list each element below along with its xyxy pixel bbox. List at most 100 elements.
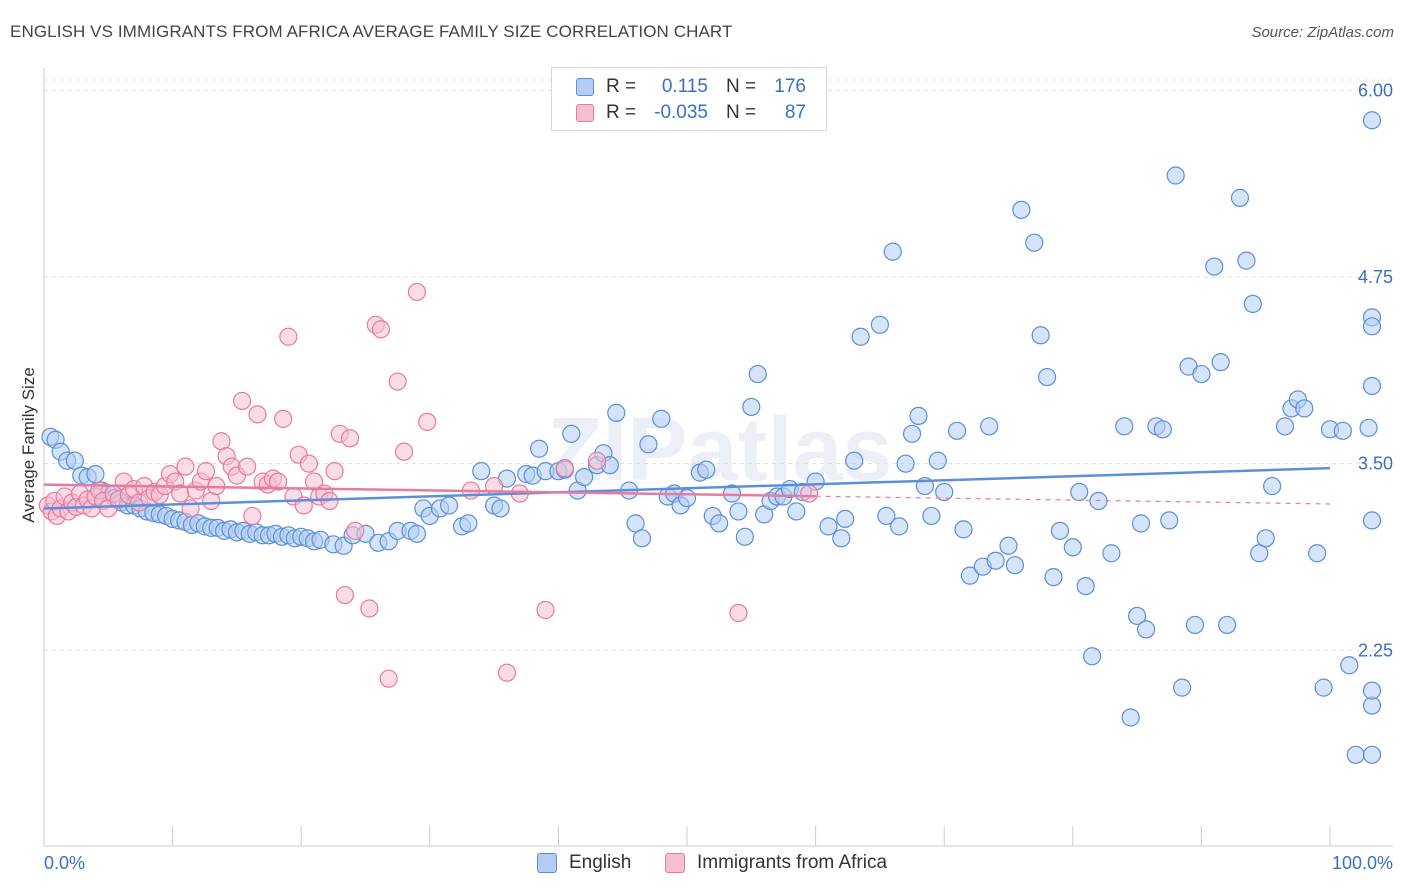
english-point: [1295, 399, 1314, 418]
english-point: [1185, 615, 1205, 635]
english-swatch: [576, 78, 594, 96]
english-point: [1211, 353, 1230, 372]
x-tick-label-max: 100.0%: [1332, 853, 1393, 873]
africa-point: [394, 442, 414, 461]
english-point: [632, 529, 652, 548]
english-point: [729, 502, 748, 521]
english-point: [1362, 111, 1382, 130]
english-point: [1076, 576, 1095, 596]
english-point: [1256, 529, 1275, 548]
series-legend: English Immigrants from Africa: [0, 852, 1406, 878]
english-points: [41, 111, 1382, 764]
english-point: [1362, 511, 1382, 530]
r-label: R =: [606, 102, 637, 123]
english-point: [491, 499, 510, 518]
english-point: [1037, 367, 1057, 387]
n-label: N =: [726, 76, 757, 97]
africa-point: [232, 391, 252, 411]
english-point: [1005, 556, 1025, 575]
r-label: R =: [606, 76, 637, 97]
english-point: [1346, 745, 1365, 764]
english-point: [1012, 200, 1031, 219]
english-point: [832, 529, 851, 548]
english-point: [902, 424, 922, 443]
africa-point: [279, 327, 298, 346]
y-tick-label: 6.00: [1358, 80, 1393, 100]
english-point: [947, 421, 967, 440]
english-point: [836, 509, 855, 529]
africa-point: [335, 585, 355, 605]
english-point: [1237, 251, 1256, 270]
africa-point: [729, 603, 748, 623]
africa-point: [268, 472, 288, 491]
axes: [43, 68, 1393, 847]
english-point: [896, 454, 915, 473]
english-point: [883, 242, 902, 261]
english-point: [1218, 615, 1237, 635]
english-point: [677, 488, 697, 508]
english-point: [1127, 606, 1147, 626]
africa-point: [176, 457, 195, 476]
english-point: [877, 506, 896, 526]
english-point: [999, 536, 1018, 555]
english-swatch: [537, 853, 557, 873]
english-point: [530, 439, 549, 458]
english-point: [710, 514, 729, 533]
n-value: 87: [784, 102, 806, 123]
africa-point: [243, 506, 262, 526]
africa-point: [497, 663, 517, 682]
africa-point: [340, 429, 360, 448]
africa-point: [196, 462, 216, 481]
english-point: [1275, 417, 1295, 436]
english-point: [86, 465, 105, 484]
africa-swatch: [665, 853, 685, 873]
english-point: [697, 460, 716, 479]
africa-point: [238, 457, 257, 476]
y-tick-label: 4.75: [1358, 267, 1393, 287]
english-point: [1044, 568, 1063, 587]
stats-row-english: R = 0.115 N = 176: [576, 75, 806, 99]
english-point: [1243, 294, 1262, 314]
africa-trend-line: [43, 483, 816, 498]
english-point: [1160, 511, 1179, 530]
africa-point: [379, 669, 398, 688]
legend-item-africa[interactable]: Immigrants from Africa: [665, 852, 887, 874]
english-point: [1362, 317, 1382, 336]
english-point: [748, 364, 767, 384]
english-point: [851, 327, 870, 346]
y-tick-label: 3.50: [1358, 454, 1393, 474]
africa-point: [800, 484, 819, 503]
english-point: [1050, 521, 1070, 540]
english-point: [1230, 188, 1250, 207]
english-point: [407, 524, 427, 543]
english-point: [845, 451, 864, 470]
english-point: [870, 315, 890, 334]
africa-point: [360, 599, 379, 618]
english-point: [1308, 544, 1327, 563]
africa-point: [299, 454, 319, 473]
y-tick-label: 2.25: [1358, 640, 1393, 660]
english-point: [1115, 417, 1134, 436]
r-value: 0.115: [661, 76, 708, 97]
english-point: [722, 484, 742, 503]
english-point: [909, 406, 928, 425]
english-point: [735, 527, 754, 546]
english-point: [1031, 326, 1050, 345]
africa-point: [555, 459, 574, 478]
english-trend-line: [43, 466, 1331, 510]
n-value: 176: [774, 76, 806, 97]
africa-point: [407, 282, 427, 302]
english-point: [1137, 620, 1156, 639]
africa-point: [418, 412, 437, 431]
english-point: [1192, 364, 1211, 384]
n-label: N =: [726, 102, 757, 123]
english-point: [1063, 538, 1082, 557]
english-point: [652, 409, 671, 428]
english-point: [1082, 647, 1102, 666]
stats-legend: R = 0.115 N = 176 R = -0.035 N = 87: [551, 67, 827, 131]
legend-item-english[interactable]: English: [537, 852, 631, 874]
trend-lines: [43, 466, 1331, 510]
english-point: [954, 520, 973, 539]
english-point: [935, 482, 954, 502]
english-point: [787, 502, 806, 521]
